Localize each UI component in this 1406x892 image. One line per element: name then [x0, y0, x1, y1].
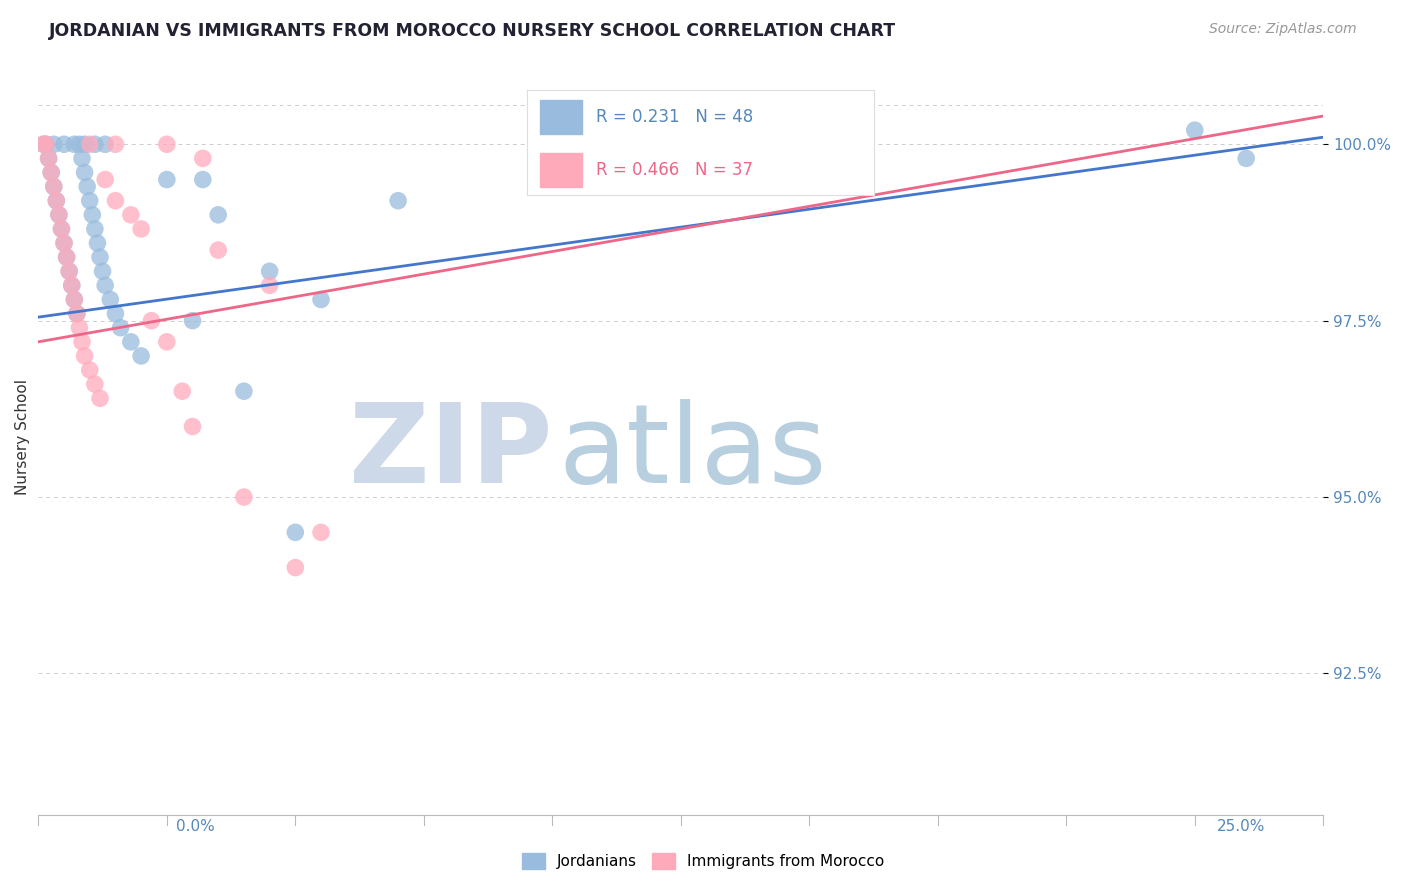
Text: 25.0%: 25.0%: [1218, 820, 1265, 834]
Point: [129, 349, 152, 363]
Point: [104, 137, 127, 152]
Point: [35, 137, 58, 152]
Point: [172, 384, 194, 399]
Point: [1234, 152, 1257, 166]
Point: [141, 313, 163, 327]
Point: [89, 250, 111, 264]
Point: [94, 137, 117, 152]
Point: [32, 137, 55, 152]
Point: [232, 384, 254, 399]
Point: [48, 208, 70, 222]
Point: [129, 222, 152, 236]
Point: [82, 208, 104, 222]
Y-axis label: Nursery School: Nursery School: [15, 379, 30, 495]
Point: [191, 152, 214, 166]
Point: [120, 208, 142, 222]
Point: [207, 243, 229, 257]
Point: [1184, 123, 1206, 137]
Point: [73, 137, 96, 152]
Point: [63, 293, 86, 307]
Point: [60, 278, 83, 293]
Point: [63, 293, 86, 307]
Point: [73, 349, 96, 363]
Point: [38, 152, 60, 166]
Point: [79, 137, 101, 152]
Point: [644, 137, 666, 152]
Point: [91, 264, 114, 278]
Point: [284, 560, 307, 574]
Point: [309, 525, 332, 540]
Point: [55, 250, 77, 264]
Point: [79, 194, 101, 208]
Point: [39, 165, 62, 179]
Point: [98, 293, 121, 307]
Point: [79, 363, 101, 377]
Point: [69, 137, 91, 152]
Point: [45, 194, 67, 208]
Point: [58, 264, 80, 278]
Point: [181, 313, 204, 327]
Point: [70, 152, 93, 166]
Point: [60, 278, 83, 293]
Point: [76, 179, 98, 194]
Text: JORDANIAN VS IMMIGRANTS FROM MOROCCO NURSERY SCHOOL CORRELATION CHART: JORDANIAN VS IMMIGRANTS FROM MOROCCO NUR…: [49, 22, 897, 40]
Legend: Jordanians, Immigrants from Morocco: Jordanians, Immigrants from Morocco: [516, 847, 890, 875]
Point: [42, 179, 65, 194]
Point: [94, 172, 117, 186]
Point: [110, 320, 132, 334]
Point: [83, 137, 105, 152]
Point: [42, 179, 65, 194]
Point: [53, 137, 76, 152]
Point: [387, 194, 409, 208]
Point: [309, 293, 332, 307]
Point: [58, 264, 80, 278]
Text: 0.0%: 0.0%: [176, 820, 215, 834]
Text: Source: ZipAtlas.com: Source: ZipAtlas.com: [1209, 22, 1357, 37]
Point: [51, 222, 73, 236]
Point: [94, 278, 117, 293]
Point: [42, 137, 65, 152]
Text: ZIP: ZIP: [349, 399, 553, 506]
Point: [207, 208, 229, 222]
Point: [232, 490, 254, 504]
Point: [35, 137, 58, 152]
Point: [284, 525, 307, 540]
Point: [45, 194, 67, 208]
Point: [156, 334, 179, 349]
Point: [104, 194, 127, 208]
Point: [53, 235, 76, 250]
Point: [55, 250, 77, 264]
Point: [104, 307, 127, 321]
Point: [156, 172, 179, 186]
Point: [63, 137, 86, 152]
Point: [83, 377, 105, 392]
Text: atlas: atlas: [558, 399, 827, 506]
Point: [191, 172, 214, 186]
Point: [70, 334, 93, 349]
Point: [89, 391, 111, 405]
Point: [73, 165, 96, 179]
Point: [51, 222, 73, 236]
Point: [38, 152, 60, 166]
Point: [156, 137, 179, 152]
Point: [48, 208, 70, 222]
Point: [39, 165, 62, 179]
Point: [120, 334, 142, 349]
Point: [86, 235, 108, 250]
Point: [66, 307, 89, 321]
Point: [53, 235, 76, 250]
Point: [32, 137, 55, 152]
Point: [181, 419, 204, 434]
Point: [66, 307, 89, 321]
Point: [69, 320, 91, 334]
Point: [259, 278, 281, 293]
Point: [259, 264, 281, 278]
Point: [83, 222, 105, 236]
